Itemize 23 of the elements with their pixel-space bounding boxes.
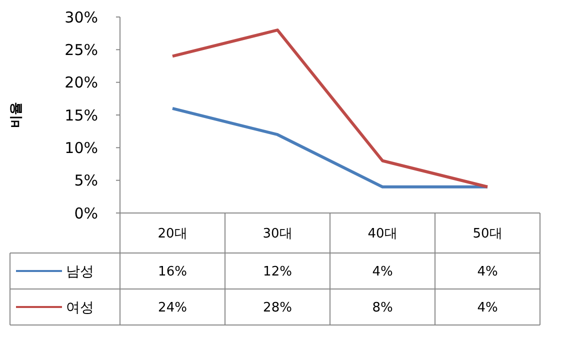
x-tick-label: 50대 xyxy=(472,226,502,242)
data-label: 8% xyxy=(372,300,393,316)
legend-label: 남성 xyxy=(66,264,94,280)
data-label: 24% xyxy=(158,300,187,316)
legend-label: 여성 xyxy=(66,300,94,316)
x-tick-label: 40대 xyxy=(368,226,398,242)
x-tick-label: 20대 xyxy=(158,226,188,242)
y-tick-label: 30% xyxy=(64,8,98,26)
line-series xyxy=(171,28,489,188)
data-label: 16% xyxy=(158,264,187,280)
y-tick-label: 5% xyxy=(74,172,98,190)
data-label: 12% xyxy=(263,264,292,280)
y-tick-label: 25% xyxy=(64,40,98,59)
y-tick-label: 0% xyxy=(74,204,98,222)
x-tick-label: 30대 xyxy=(262,226,292,242)
y-axis-title: 비율 xyxy=(9,102,24,128)
y-tick-label: 15% xyxy=(64,106,98,124)
data-label: 4% xyxy=(372,264,393,280)
data-label: 28% xyxy=(263,300,292,316)
y-tick-label: 20% xyxy=(64,74,98,92)
y-tick-label: 10% xyxy=(64,138,98,157)
data-label: 4% xyxy=(477,300,498,316)
data-label: 4% xyxy=(477,264,498,280)
